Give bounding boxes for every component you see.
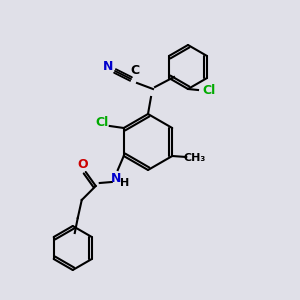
Text: Cl: Cl xyxy=(95,116,108,130)
Text: N: N xyxy=(111,172,121,184)
Text: N: N xyxy=(103,59,113,73)
Text: H: H xyxy=(120,178,129,188)
Text: C: C xyxy=(130,64,140,77)
Text: O: O xyxy=(77,158,88,172)
Text: CH₃: CH₃ xyxy=(183,153,206,163)
Text: Cl: Cl xyxy=(202,85,216,98)
